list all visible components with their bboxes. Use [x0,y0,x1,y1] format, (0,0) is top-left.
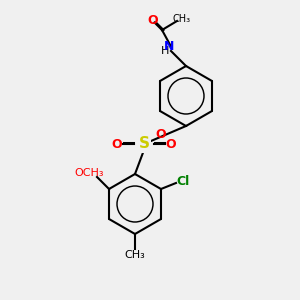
Text: O: O [148,14,158,28]
Text: O: O [166,137,176,151]
Text: O: O [155,128,166,142]
Text: CH₃: CH₃ [172,14,190,25]
Text: Cl: Cl [177,175,190,188]
Text: H: H [161,46,169,56]
Text: OCH₃: OCH₃ [75,167,104,178]
Text: CH₃: CH₃ [124,250,146,260]
Text: S: S [139,136,149,152]
Text: N: N [164,40,175,53]
Text: O: O [112,137,122,151]
